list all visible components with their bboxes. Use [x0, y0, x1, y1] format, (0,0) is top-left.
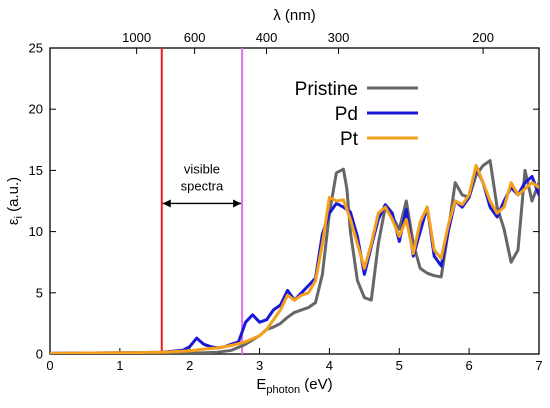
series-lines	[50, 159, 539, 354]
top-axis-title: λ (nm)	[273, 7, 316, 24]
top-tick-label: 300	[328, 30, 350, 45]
x-axis-title-main: E	[256, 376, 266, 393]
x-tick-label: 1	[116, 358, 123, 373]
x-tick-label: 5	[396, 358, 403, 373]
y-tick-label: 10	[29, 224, 43, 239]
axis-ticks: 0 1 2 3 4 5 6 7 0 5 10 15 20 25 1000 600 400 300 200	[29, 30, 543, 373]
legend-label-pd: Pd	[335, 104, 358, 125]
x-axis-title-unit: (eV)	[300, 376, 333, 393]
y-tick-label: 0	[36, 347, 43, 362]
series-line-pt	[50, 164, 539, 354]
x-tick-label: 4	[326, 358, 333, 373]
y-tick-label: 20	[29, 102, 43, 117]
annotation-arrowhead-left	[162, 199, 171, 208]
y-tick-label: 15	[29, 163, 43, 178]
y-axis-title-main: ε	[5, 218, 22, 225]
top-tick-label: 600	[184, 30, 206, 45]
visible-range-lines	[160, 48, 244, 354]
series-line-pristine	[50, 159, 539, 354]
annotation-text-0: visible	[184, 161, 220, 176]
x-axis-title-sub: photon	[266, 384, 300, 396]
legend-label-pristine: Pristine	[295, 79, 358, 100]
top-tick-label: 1000	[122, 30, 151, 45]
top-tick-label: 200	[472, 30, 494, 45]
x-tick-label: 2	[186, 358, 193, 373]
x-tick-label: 3	[256, 358, 263, 373]
visible-spectra-annotation: visible spectra	[162, 161, 242, 208]
x-tick-label: 0	[46, 358, 53, 373]
plot-frame	[49, 47, 540, 355]
y-axis-title-unit: (a.u.)	[5, 177, 22, 216]
x-axis-title: Ephoton (eV)	[256, 376, 332, 396]
legend-label-pt: Pt	[340, 129, 359, 150]
top-tick-label: 400	[256, 30, 278, 45]
y-axis-title: εi (a.u.)	[5, 177, 25, 225]
annotation-arrowhead-right	[233, 199, 242, 208]
y-tick-label: 5	[36, 285, 43, 300]
x-tick-label: 7	[535, 358, 542, 373]
legend: Pristine Pd Pt	[295, 79, 418, 150]
x-tick-label: 6	[466, 358, 473, 373]
annotation-text-1: spectra	[181, 178, 224, 193]
y-axis-title-sub: i	[13, 216, 25, 218]
y-tick-label: 25	[29, 41, 43, 56]
